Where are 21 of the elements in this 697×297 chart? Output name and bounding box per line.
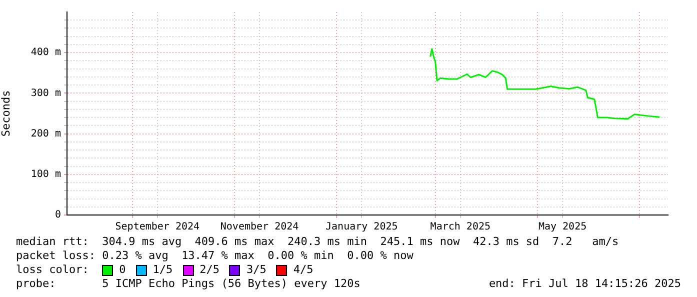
x-tick-label: September 2024: [115, 222, 200, 233]
text: packet loss: 0.23 % avg 13.47 % max 0.00 % min 0.00 % now: [16, 249, 414, 263]
y-axis-title: Seconds: [0, 90, 12, 137]
x-tick-label: March 2025: [430, 222, 491, 233]
legend-label: 2/5: [200, 263, 220, 277]
x-tick-label: January 2025: [326, 222, 398, 233]
x-tick-label: November 2024: [220, 222, 299, 233]
legend-title: loss color:: [16, 263, 90, 277]
y-tick-label: 100 m: [30, 168, 61, 180]
y-tick-label: 200 m: [30, 128, 61, 140]
legend-label: 1/5: [152, 263, 173, 277]
text: median rtt: 304.9 ms avg 409.6 ms max 240.3 ms min 245.1 ms now 42.3 ms sd 7.2 am/s: [16, 235, 620, 249]
x-tick-label: May 2025: [538, 222, 587, 233]
text: probe: 5 ICMP Echo Pings (56 Bytes) every 120s: [16, 277, 360, 291]
y-tick-label: 0: [54, 210, 61, 221]
legend-label: 4/5: [293, 263, 314, 277]
y-tick-label: 300 m: [30, 88, 61, 99]
legend-label: 3/5: [246, 263, 266, 277]
y-tick-label: 400 m: [30, 47, 61, 58]
legend-label: 0: [119, 263, 126, 277]
text: end: Fri Jul 18 14:15:26 2025: [488, 277, 681, 291]
